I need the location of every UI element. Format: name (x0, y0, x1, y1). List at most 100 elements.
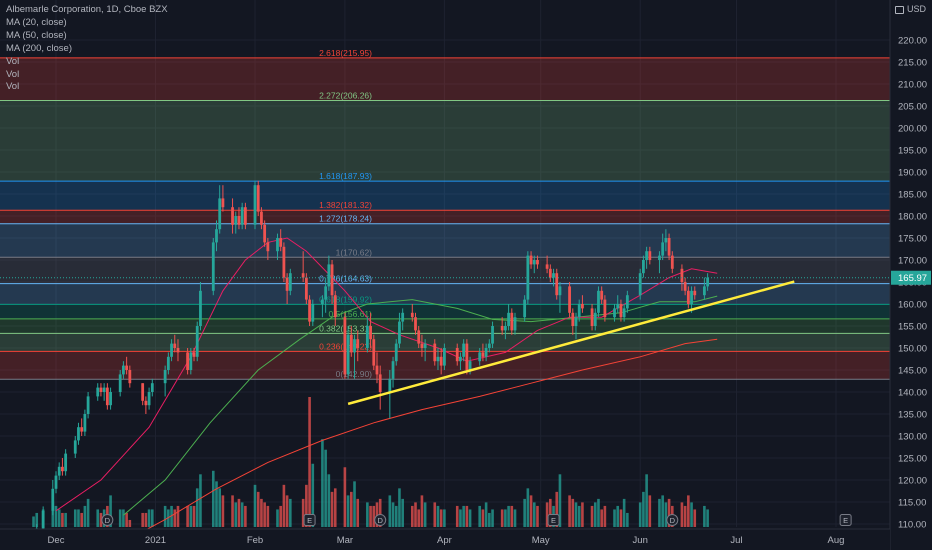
chart-title[interactable]: Albemarle Corporation, 1D, Cboe BZX (6, 4, 168, 15)
event-marker-letter: E (843, 516, 848, 525)
candle-body (109, 392, 112, 406)
volume-bar (398, 488, 401, 527)
candle-body (349, 334, 353, 353)
candle-body (308, 299, 311, 322)
volume-bar (324, 449, 327, 527)
candle-body (54, 475, 58, 489)
fib-zone (0, 318, 890, 334)
fib-zone (0, 333, 890, 352)
volume-bar (545, 502, 549, 527)
candle-body (552, 273, 555, 278)
candle-body (593, 312, 597, 326)
volume-bar (308, 397, 311, 527)
indicator-ma50[interactable]: MA (50, close) (6, 29, 67, 41)
time-tick-label: Jun (633, 535, 648, 546)
volume-bar (64, 512, 67, 527)
volume-bar (240, 502, 244, 527)
candle-body (702, 286, 706, 296)
candle-body (282, 246, 286, 278)
fib-level-label: 2.272(206.26) (319, 90, 372, 100)
candle-body (481, 352, 485, 357)
indicator-ma20[interactable]: MA (20, close) (6, 16, 67, 28)
candle-body (478, 352, 482, 362)
volume-bar (215, 481, 218, 527)
fib-level-label: 1.272(178.24) (319, 214, 372, 224)
volume-bar (642, 491, 645, 527)
candle-body (105, 387, 109, 406)
dividend-icon (374, 514, 387, 526)
volume-bar (147, 509, 151, 527)
candle-body (439, 356, 443, 366)
candle-body (253, 185, 257, 225)
volume-bar (330, 491, 334, 527)
indicator-vol[interactable]: Vol (6, 68, 20, 80)
volume-bar (523, 498, 526, 527)
candle-body (346, 334, 350, 375)
volume-bar (488, 512, 491, 527)
volume-bar (32, 516, 35, 527)
volume-bar (80, 512, 83, 527)
candle-body (353, 339, 356, 353)
volume-bar (687, 495, 690, 527)
candle-body (590, 308, 594, 326)
volume-bar (327, 474, 331, 527)
candle-body (503, 326, 507, 331)
price-tick-label: 175.00 (898, 234, 927, 245)
indicator-vol[interactable]: Vol (6, 81, 20, 93)
candle-body (147, 392, 151, 406)
candle-body (195, 326, 199, 357)
volume-bar (96, 509, 100, 527)
candle-body (118, 374, 122, 392)
candle-body (266, 242, 270, 252)
currency-label[interactable]: USD (894, 4, 926, 14)
volume-bar (661, 495, 664, 527)
candle-body (301, 273, 305, 278)
candle-body (529, 255, 533, 265)
volume-bar (568, 495, 571, 527)
volume-bar (645, 474, 648, 527)
candle-body (574, 317, 578, 326)
fib-zone (0, 57, 890, 101)
volume-bar (465, 505, 469, 527)
candle-body (613, 308, 616, 318)
candle-body (375, 365, 379, 375)
candle-body (661, 242, 665, 256)
candle-body (64, 453, 68, 472)
candle-body (321, 299, 324, 304)
volume-bar (301, 498, 305, 527)
volume-bar (420, 495, 424, 527)
candle-body (462, 343, 466, 357)
volume-bar (510, 505, 514, 527)
volume-bar (423, 502, 427, 527)
volume-bar (459, 509, 462, 527)
indicator-vol[interactable]: Vol (6, 55, 20, 67)
currency-text: USD (906, 4, 926, 14)
volume-bar (199, 474, 202, 527)
candle-body (234, 216, 238, 225)
volume-bar (237, 498, 241, 527)
volume-bar (690, 502, 693, 527)
fib-level-label: 0.786(164.63) (319, 274, 372, 284)
volume-bar (436, 505, 440, 527)
fib-zone (0, 181, 890, 211)
volume-bar (549, 498, 552, 527)
volume-bar (468, 509, 472, 527)
candle-body (96, 387, 100, 397)
fib-zone (0, 210, 890, 224)
candle-body (491, 326, 494, 344)
volume-bar (417, 509, 421, 527)
candle-body (442, 348, 446, 366)
volume-bar (706, 509, 709, 527)
candle-body (343, 317, 347, 375)
volume-bar (664, 502, 668, 527)
volume-bar (118, 509, 122, 527)
candle-body (86, 396, 90, 414)
indicator-ma200[interactable]: MA (200, close) (6, 42, 72, 54)
volume-bar (513, 509, 517, 527)
candle-body (455, 348, 459, 362)
candle-body (99, 387, 103, 392)
candle-body (176, 348, 180, 353)
volume-bar (484, 502, 488, 527)
